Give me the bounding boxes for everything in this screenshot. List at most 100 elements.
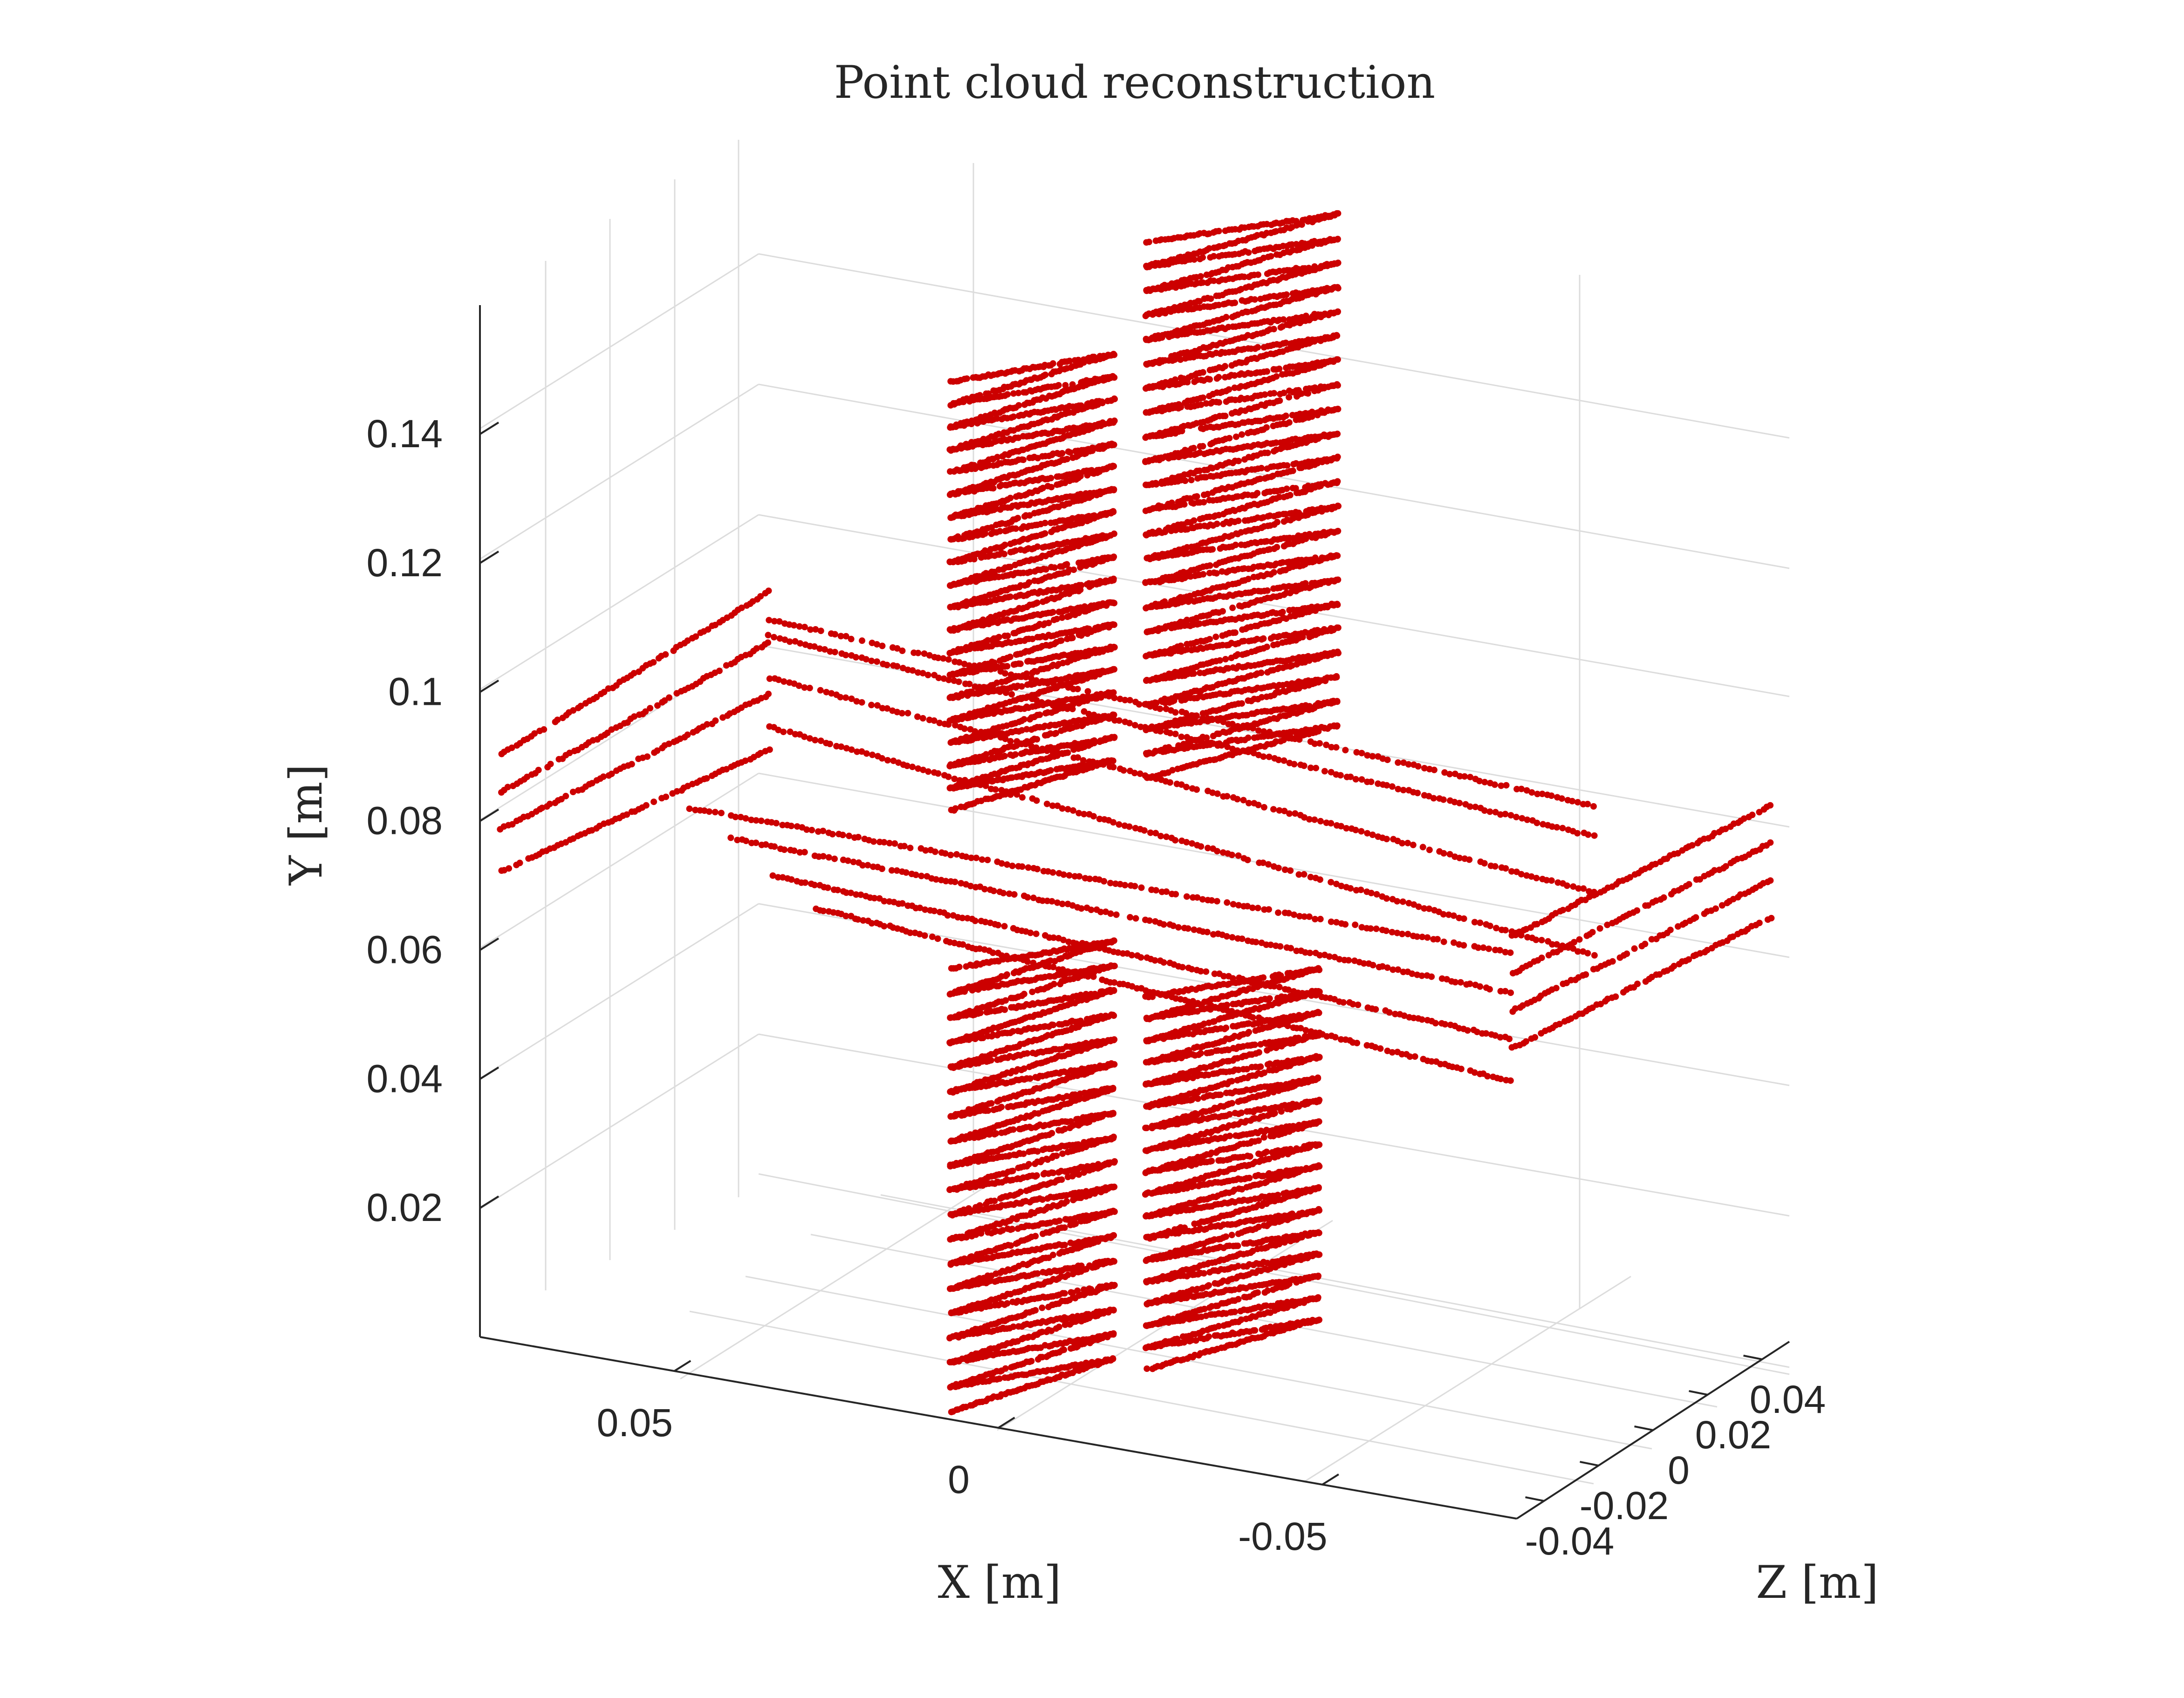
cloud-point	[1311, 388, 1318, 395]
cloud-point	[956, 963, 963, 970]
cloud-point	[1201, 491, 1207, 498]
cloud-point	[1277, 324, 1284, 331]
cloud-point	[961, 557, 968, 564]
cloud-point	[1108, 576, 1115, 583]
cloud-point	[1004, 391, 1011, 398]
cloud-point	[1004, 663, 1011, 670]
cloud-point	[1029, 989, 1036, 996]
cloud-point	[1162, 310, 1169, 317]
cloud-point	[1321, 433, 1328, 439]
cloud-point	[1315, 240, 1321, 247]
cloud-point	[1232, 433, 1239, 440]
cloud-point	[1317, 337, 1324, 344]
cloud-point	[1042, 710, 1049, 716]
cloud-point	[1229, 314, 1236, 321]
cloud-point	[1264, 368, 1270, 375]
cloud-point	[1013, 493, 1020, 500]
cloud-point	[961, 988, 968, 995]
cloud-point	[1296, 464, 1303, 471]
cloud-point	[1271, 390, 1278, 397]
cloud-point	[1236, 602, 1243, 609]
cloud-point	[1012, 751, 1019, 758]
cloud-point	[1062, 382, 1069, 389]
cloud-point	[982, 530, 989, 537]
cloud-point	[1228, 655, 1235, 661]
cloud-point	[1048, 371, 1055, 377]
cloud-point	[1206, 393, 1213, 400]
cloud-point	[955, 490, 962, 497]
cloud-point	[1081, 608, 1088, 615]
cloud-point	[1222, 656, 1229, 662]
cloud-point	[1070, 746, 1077, 753]
cloud-point	[1048, 528, 1055, 535]
cloud-point	[1075, 631, 1082, 638]
cloud-point	[1001, 633, 1008, 639]
cloud-point	[1159, 455, 1166, 462]
cloud-point	[1040, 598, 1047, 605]
cloud-point	[1054, 481, 1061, 488]
cloud-point	[1215, 228, 1222, 234]
cloud-point	[1179, 306, 1186, 313]
cloud-point	[1245, 734, 1252, 741]
cloud-point	[1158, 334, 1165, 341]
cloud-point	[1153, 481, 1160, 488]
cloud-point	[1229, 604, 1236, 611]
cloud-point	[1235, 518, 1242, 525]
cloud-point	[1239, 626, 1246, 633]
cloud-point	[1145, 239, 1152, 245]
cloud-point	[1251, 296, 1258, 303]
cloud-point	[1010, 390, 1017, 397]
cloud-point	[1258, 464, 1265, 471]
cloud-point	[1231, 384, 1238, 391]
cloud-point	[1197, 516, 1204, 523]
cloud-point	[1270, 641, 1277, 648]
cloud-point	[1228, 362, 1235, 369]
cloud-point	[1293, 490, 1300, 497]
cloud-point	[1086, 358, 1093, 365]
cloud-point	[1171, 697, 1178, 704]
cloud-point	[1013, 525, 1019, 532]
cloud-point	[990, 485, 997, 492]
cloud-point	[1181, 501, 1188, 508]
cloud-point	[1213, 561, 1219, 568]
cloud-point	[971, 556, 978, 563]
cloud-point	[1306, 634, 1313, 641]
cloud-point	[1280, 543, 1287, 550]
cloud-point	[1276, 365, 1283, 372]
cloud-point	[1142, 313, 1149, 320]
cloud-point	[1007, 593, 1014, 600]
cloud-point	[1232, 300, 1238, 306]
cloud-point	[1064, 635, 1071, 642]
cloud-point	[948, 806, 955, 813]
cloud-point	[1280, 518, 1287, 525]
cloud-point	[1191, 256, 1198, 263]
cloud-point	[1021, 513, 1028, 520]
cloud-point	[1178, 428, 1185, 435]
cloud-point	[1212, 634, 1219, 641]
cloud-point	[1215, 374, 1222, 381]
cloud-point	[947, 990, 954, 997]
cloud-point	[1308, 534, 1315, 541]
cloud-point	[1283, 291, 1290, 298]
cloud-point	[1321, 725, 1328, 732]
cloud-point	[1047, 767, 1054, 774]
cloud-point	[1279, 608, 1286, 615]
cloud-point	[1232, 541, 1239, 548]
cloud-point	[1197, 443, 1204, 450]
cloud-point	[1209, 546, 1216, 553]
cloud-point	[1077, 564, 1084, 571]
cloud-point	[1066, 357, 1073, 364]
cloud-point	[1330, 407, 1337, 414]
cloud-point	[1284, 462, 1291, 469]
cloud-point	[1294, 393, 1300, 400]
cloud-point	[1273, 251, 1280, 258]
cloud-point	[1279, 371, 1286, 378]
cloud-point	[963, 375, 970, 382]
cloud-point	[1260, 635, 1267, 642]
cloud-point	[1286, 394, 1293, 401]
cloud-point	[1207, 441, 1214, 448]
cloud-point	[1283, 485, 1290, 492]
cloud-point	[1069, 454, 1076, 461]
cloud-point	[1011, 969, 1017, 976]
